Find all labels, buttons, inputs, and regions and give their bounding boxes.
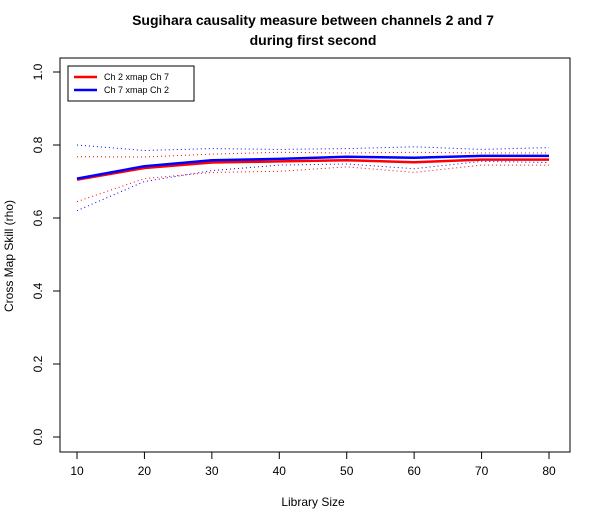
y-axis: 0.0 0.2 0.4 0.6 0.8 1.0	[31, 63, 61, 445]
series-1-lower-bound	[76, 164, 549, 203]
x-axis: 10 20 30 40 50 60 70 80	[70, 451, 556, 478]
x-tick-label: 70	[475, 464, 489, 478]
series-2-line	[76, 154, 549, 180]
series-1	[76, 151, 549, 203]
y-tick-label: 0.6	[31, 209, 45, 226]
series-1-upper-bound	[76, 151, 549, 158]
series-2-upper-bound	[76, 144, 550, 152]
y-tick-label: 0.0	[31, 428, 45, 445]
y-axis-label: Cross Map Skill (rho)	[2, 200, 16, 312]
x-tick-label: 50	[340, 464, 354, 478]
y-tick-label: 0.8	[31, 136, 45, 153]
y-tick-label: 0.4	[31, 282, 45, 299]
x-tick-label: 80	[542, 464, 556, 478]
x-axis-label: Library Size	[281, 495, 345, 509]
chart-title-line-1: Sugihara causality measure between chann…	[132, 12, 494, 28]
x-tick-label: 30	[205, 464, 219, 478]
y-tick-label: 0.2	[31, 355, 45, 372]
legend-label-1: Ch 2 xmap Ch 7	[104, 72, 169, 82]
series-2-lower-bound	[76, 160, 550, 212]
plot-frame	[59, 57, 571, 453]
series-layer	[76, 144, 550, 212]
x-tick-label: 20	[138, 464, 152, 478]
x-tick-label: 60	[407, 464, 421, 478]
series-1-line	[76, 158, 549, 181]
x-tick-label: 10	[70, 464, 84, 478]
chart-title-line-2: during first second	[250, 32, 377, 48]
y-tick-label: 1.0	[31, 63, 45, 80]
legend-label-2: Ch 7 xmap Ch 2	[104, 85, 169, 95]
legend: Ch 2 xmap Ch 7 Ch 7 xmap Ch 2	[67, 65, 195, 102]
legend-box	[67, 65, 195, 102]
series-2	[76, 144, 550, 212]
x-tick-label: 40	[273, 464, 287, 478]
